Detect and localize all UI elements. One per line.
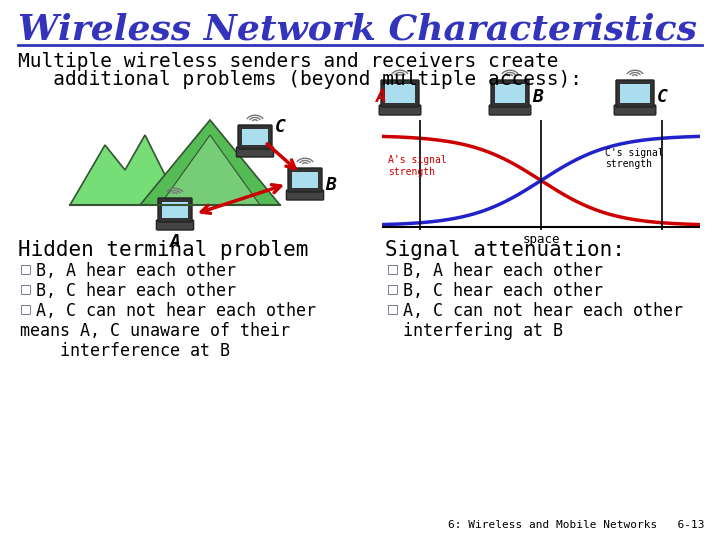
FancyBboxPatch shape: [288, 168, 322, 192]
Text: C: C: [657, 88, 668, 106]
Text: □: □: [20, 302, 32, 315]
Text: B: B: [532, 88, 543, 106]
Text: interference at B: interference at B: [20, 342, 230, 360]
Polygon shape: [160, 135, 260, 205]
FancyBboxPatch shape: [238, 125, 272, 149]
Polygon shape: [140, 120, 280, 205]
Text: □: □: [387, 262, 399, 275]
Text: B, A hear each other: B, A hear each other: [403, 262, 603, 280]
Text: A, C can not hear each other: A, C can not hear each other: [36, 302, 316, 320]
FancyBboxPatch shape: [381, 80, 419, 107]
Text: space: space: [522, 233, 559, 246]
FancyBboxPatch shape: [161, 201, 189, 218]
Text: B, A hear each other: B, A hear each other: [36, 262, 236, 280]
Text: means A, C unaware of their: means A, C unaware of their: [20, 322, 290, 340]
FancyBboxPatch shape: [385, 84, 415, 103]
FancyBboxPatch shape: [491, 80, 529, 107]
Text: □: □: [20, 282, 32, 295]
FancyBboxPatch shape: [489, 105, 531, 115]
FancyBboxPatch shape: [287, 190, 323, 200]
Text: Wireless Network Characteristics: Wireless Network Characteristics: [18, 12, 697, 46]
Polygon shape: [70, 135, 180, 205]
Text: A's signal
strength: A's signal strength: [388, 155, 447, 177]
Text: Hidden terminal problem: Hidden terminal problem: [18, 240, 308, 260]
FancyBboxPatch shape: [242, 129, 269, 145]
Text: C's signal
strength: C's signal strength: [605, 147, 663, 169]
Text: Multiple wireless senders and receivers create: Multiple wireless senders and receivers …: [18, 52, 559, 71]
Text: 6: Wireless and Mobile Networks   6-13: 6: Wireless and Mobile Networks 6-13: [449, 520, 705, 530]
Text: A: A: [376, 88, 387, 106]
Text: A, C can not hear each other: A, C can not hear each other: [403, 302, 683, 320]
FancyBboxPatch shape: [614, 105, 656, 115]
Text: interfering at B: interfering at B: [403, 322, 563, 340]
Text: C: C: [275, 118, 286, 136]
Text: □: □: [387, 302, 399, 315]
FancyBboxPatch shape: [620, 84, 650, 103]
FancyBboxPatch shape: [616, 80, 654, 107]
FancyBboxPatch shape: [292, 172, 318, 188]
Text: B: B: [325, 176, 336, 194]
Text: □: □: [20, 262, 32, 275]
Text: B, C hear each other: B, C hear each other: [36, 282, 236, 300]
FancyBboxPatch shape: [236, 147, 274, 157]
Text: additional problems (beyond multiple access):: additional problems (beyond multiple acc…: [18, 70, 582, 89]
Text: □: □: [387, 282, 399, 295]
Text: B, C hear each other: B, C hear each other: [403, 282, 603, 300]
Text: A: A: [170, 233, 181, 251]
FancyBboxPatch shape: [379, 105, 420, 115]
FancyBboxPatch shape: [156, 220, 194, 230]
FancyBboxPatch shape: [495, 84, 525, 103]
FancyBboxPatch shape: [158, 198, 192, 222]
Text: Signal attenuation:: Signal attenuation:: [385, 240, 625, 260]
